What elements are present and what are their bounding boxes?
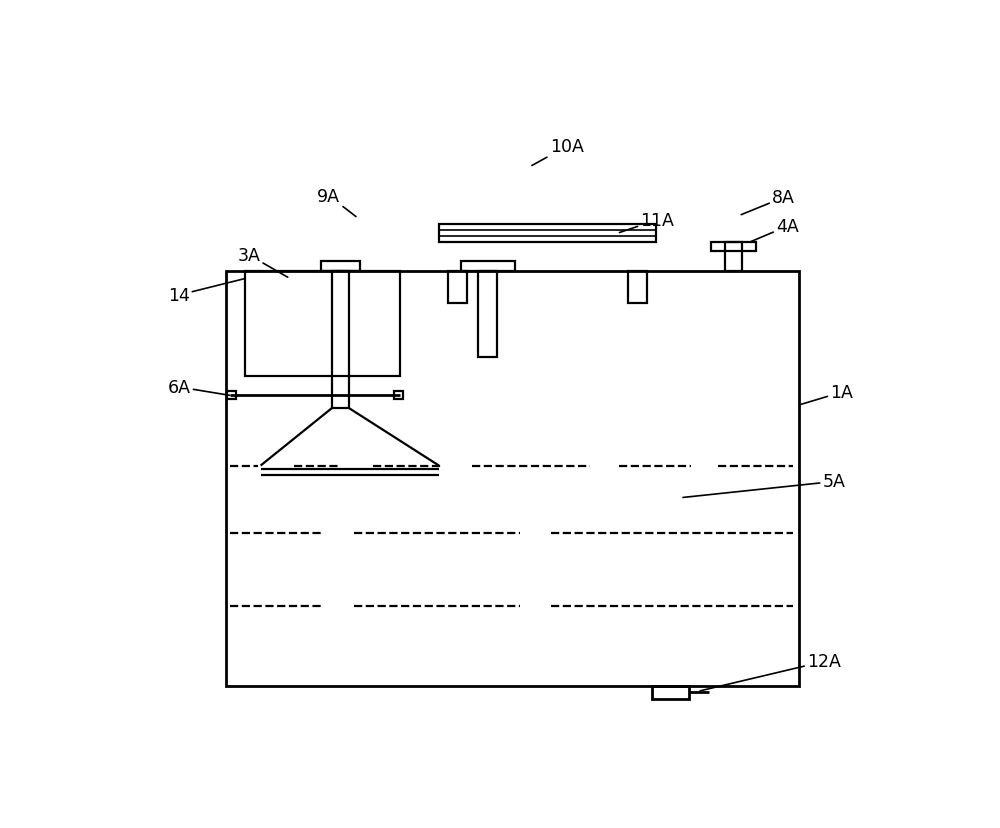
Bar [332, 272, 349, 408]
Bar [226, 272, 799, 686]
Text: 6A: 6A [168, 378, 230, 397]
Text: 12A: 12A [700, 652, 841, 691]
Bar [725, 243, 742, 272]
Text: 4A: 4A [750, 218, 799, 243]
Text: 5A: 5A [683, 473, 845, 498]
Text: 3A: 3A [237, 247, 288, 278]
Bar [652, 686, 689, 699]
Bar [394, 392, 403, 400]
Bar [227, 392, 236, 400]
Text: 9A: 9A [317, 187, 356, 217]
Bar [628, 272, 647, 303]
Text: 1A: 1A [799, 383, 853, 406]
Bar [461, 262, 515, 272]
Bar [321, 262, 360, 272]
Bar [711, 243, 756, 252]
Bar [448, 272, 467, 303]
Text: 14: 14 [168, 279, 245, 305]
Text: 11A: 11A [619, 211, 674, 233]
Bar [439, 225, 656, 243]
Text: 10A: 10A [532, 138, 584, 166]
Bar [245, 272, 400, 377]
Text: 8A: 8A [741, 189, 795, 215]
Bar [478, 272, 497, 358]
